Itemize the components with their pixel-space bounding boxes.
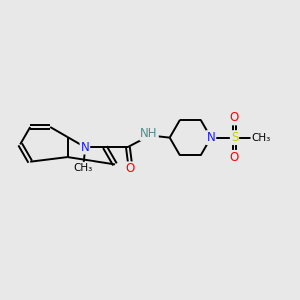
Text: S: S [231,131,238,144]
Text: O: O [230,151,239,164]
Text: O: O [126,162,135,175]
Text: CH₃: CH₃ [251,133,271,142]
Text: NH: NH [140,127,158,140]
Text: N: N [80,141,89,154]
Text: O: O [230,111,239,124]
Text: CH₃: CH₃ [74,163,93,173]
Text: N: N [206,131,215,144]
